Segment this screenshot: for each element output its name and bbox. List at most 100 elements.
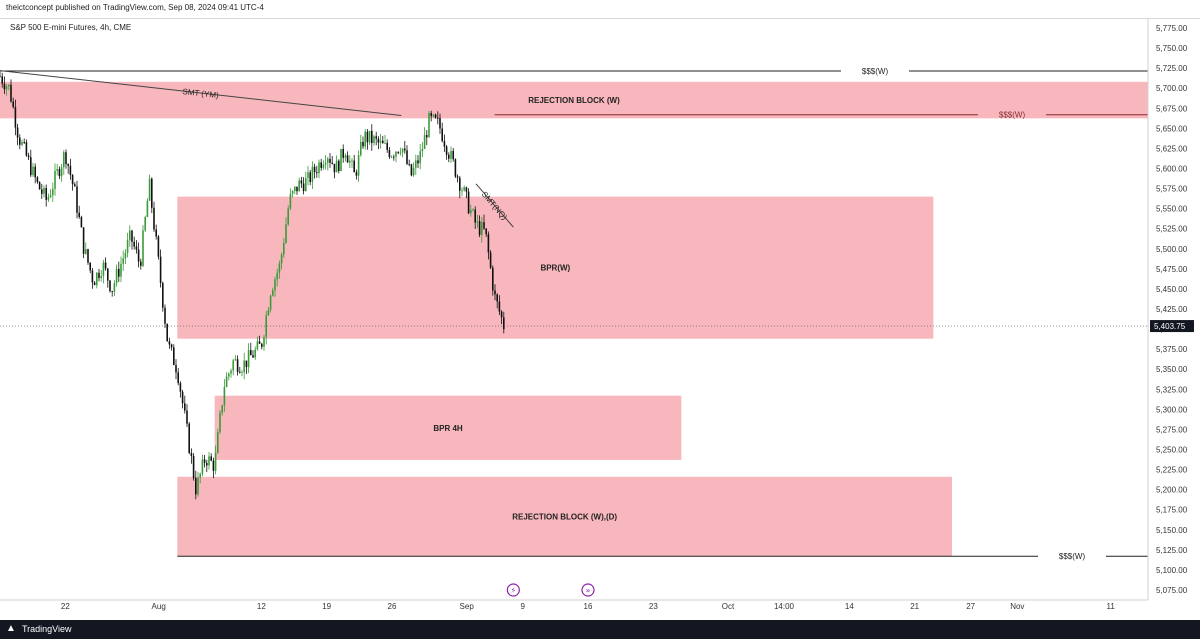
zone-box[interactable] (177, 196, 934, 339)
candle-body (80, 217, 83, 228)
candle-body (423, 135, 426, 150)
candle-body (437, 117, 439, 119)
candle-body (159, 256, 162, 283)
candle-body (1, 76, 3, 84)
candle-body (362, 141, 364, 147)
candle-body (441, 128, 443, 142)
smt-line[interactable] (0, 70, 402, 117)
candle-body (111, 291, 113, 292)
candle-body (289, 193, 292, 209)
candle-body (333, 163, 336, 173)
price-tick-label: 5,425.00 (1156, 305, 1188, 314)
smt-line[interactable] (475, 183, 514, 228)
candle-body (124, 252, 127, 259)
footer-bar: ▲ TradingView (0, 620, 1200, 639)
candle-body (164, 307, 166, 324)
candle-body (186, 410, 188, 424)
candle-body (375, 136, 377, 139)
candle-body (247, 350, 250, 368)
candle-body (115, 268, 118, 284)
candle-body (478, 221, 481, 235)
price-axis[interactable]: S&P 500 E-mini Futures, 4h, CME 5,775.00 5… (0, 18, 1194, 600)
candle-body (283, 243, 285, 255)
candle-body (63, 152, 65, 168)
candle-body (439, 117, 441, 129)
candle-body (261, 343, 263, 347)
candle-body (463, 187, 465, 191)
forward-event-icon[interactable]: » (581, 583, 595, 597)
candle-body (342, 148, 344, 158)
candle-body (498, 301, 501, 312)
candles-layer (0, 71, 505, 500)
candle-body (344, 155, 347, 158)
candle-body (8, 84, 10, 87)
candle-body (225, 376, 228, 387)
candle-body (175, 364, 177, 373)
level-label: $$$(W) (1059, 552, 1086, 561)
candle-body (118, 268, 120, 277)
price-tick-label: 5,300.00 (1156, 405, 1188, 414)
candle-body (426, 135, 428, 138)
candle-body (397, 151, 399, 153)
price-tick-label: 5,475.00 (1156, 265, 1188, 274)
candle-body (272, 290, 274, 296)
candle-body (210, 456, 212, 461)
candle-body (228, 373, 230, 377)
candle-body (74, 184, 76, 187)
time-tick-label: Oct (722, 602, 735, 611)
candle-body (408, 163, 410, 165)
time-tick-label: 22 (61, 602, 70, 611)
zone-box[interactable] (214, 395, 682, 460)
candle-body (166, 323, 168, 342)
candle-body (483, 222, 485, 229)
price-tick-label: 5,450.00 (1156, 285, 1188, 294)
time-tick-label: Aug (152, 602, 166, 611)
price-tick-label: 5,625.00 (1156, 144, 1188, 153)
time-tick-label: 11 (1107, 602, 1116, 611)
candle-body (85, 249, 87, 254)
candle-body (239, 371, 241, 373)
candle-body (188, 423, 190, 454)
level-label: $$$(W) (862, 67, 889, 76)
candle-body (434, 114, 437, 118)
time-axis[interactable]: 22 Aug 12 19 26 Sep 9 16 23 Oct 14:00 14 21 27 Nov 11 ⚡ » (0, 583, 1148, 611)
candle-body (421, 149, 424, 152)
candle-body (417, 160, 419, 164)
candle-body (267, 309, 270, 316)
price-tick-label: 5,250.00 (1156, 445, 1188, 454)
zones-layer: REJECTION BLOCK (W) BPR(W) BPR 4H REJECTION… (0, 81, 1148, 557)
candle-body (476, 221, 479, 223)
candle-body (34, 166, 36, 178)
candle-body (278, 263, 281, 273)
candle-body (384, 142, 386, 144)
candle-body (60, 167, 63, 177)
candle-body (265, 315, 267, 337)
candle-body (0, 76, 1, 77)
smt-label: SMT (YM) (182, 87, 219, 100)
candle-body (195, 478, 197, 495)
candle-body (241, 372, 243, 373)
svg-text:⚡: ⚡ (511, 586, 517, 595)
candle-body (467, 191, 470, 214)
economic-event-icon[interactable]: ⚡ (506, 583, 520, 597)
candle-body (368, 130, 371, 143)
candle-body (107, 268, 109, 281)
time-tick-label: Sep (460, 602, 475, 611)
candle-body (245, 360, 248, 368)
time-tick-label: 9 (520, 602, 525, 611)
price-tick-label: 5,075.00 (1156, 586, 1188, 595)
price-tick-label: 5,125.00 (1156, 546, 1188, 555)
candle-body (465, 187, 468, 192)
price-tick-label: 5,175.00 (1156, 506, 1188, 515)
candle-body (485, 228, 487, 235)
level-label: $$$(W) (999, 111, 1026, 120)
zone-box[interactable] (0, 81, 1148, 119)
candle-body (155, 229, 157, 237)
candle-body (329, 158, 331, 163)
zone-box[interactable] (177, 476, 953, 557)
candle-body (300, 180, 303, 184)
candle-body (126, 240, 129, 253)
candle-body (500, 311, 503, 318)
